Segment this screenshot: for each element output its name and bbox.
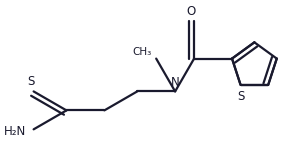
Text: S: S xyxy=(27,75,34,88)
Text: CH₃: CH₃ xyxy=(132,47,151,57)
Text: N: N xyxy=(171,76,180,89)
Text: H₂N: H₂N xyxy=(3,125,26,138)
Text: O: O xyxy=(186,5,196,18)
Text: S: S xyxy=(237,90,244,103)
